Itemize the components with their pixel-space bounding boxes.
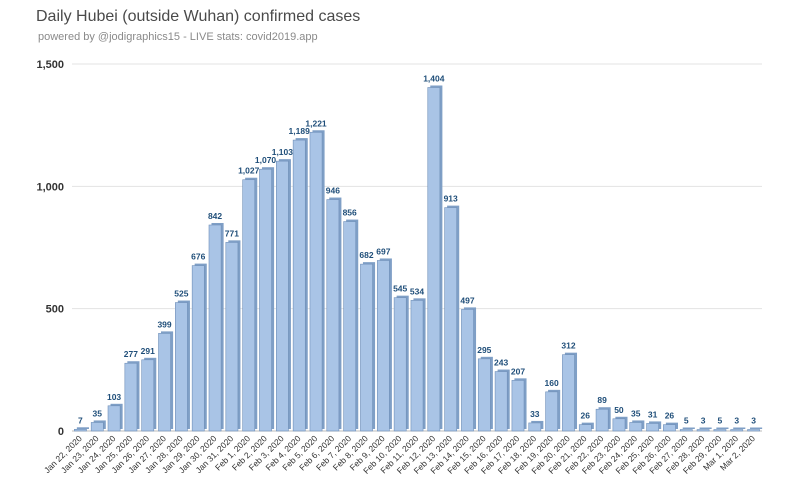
bar [461,309,474,432]
bar [696,429,710,432]
bar [107,405,121,432]
bar [545,391,558,432]
data-label: 3 [701,416,706,426]
data-label: 842 [208,211,222,221]
data-label: 50 [614,405,624,415]
bar [393,297,407,432]
data-label: 7 [78,415,83,425]
bar [747,429,760,432]
data-label: 26 [581,411,591,421]
data-label: 856 [343,208,357,218]
bar [663,424,676,432]
y-axis: 0 500 1,000 1,500 [36,59,64,438]
bar [191,265,205,432]
bar [679,429,693,432]
data-label: 35 [631,408,641,418]
chart-title: Daily Hubei (outside Wuhan) confirmed ca… [36,8,361,25]
bar [292,139,306,432]
y-tick-label: 500 [46,304,64,316]
y-tick-label: 1,500 [36,59,64,71]
data-label: 676 [191,252,205,262]
bar [208,224,222,432]
bar [646,423,659,432]
bar [511,380,525,432]
bar-shadow [76,427,89,429]
bar [276,160,289,432]
data-label: 35 [93,408,103,418]
data-label: 31 [648,409,658,419]
data-label: 534 [410,286,424,296]
bar [326,199,340,432]
data-label: 89 [597,395,607,405]
data-label: 1,404 [423,73,445,83]
data-label: 545 [393,284,407,294]
data-label: 682 [359,250,373,260]
data-label: 946 [326,186,340,196]
data-label: 291 [141,346,155,356]
chart-subtitle: powered by @jodigraphics15 - LIVE stats:… [38,31,318,43]
bar [225,242,239,432]
data-label: 525 [174,289,188,299]
data-label: 1,221 [305,118,327,128]
bar [578,424,592,432]
data-label: 3 [734,416,739,426]
bar [528,422,542,432]
bar [259,168,272,432]
data-label: 160 [545,378,559,388]
data-label: 913 [444,194,458,204]
bar [124,362,138,432]
bar [376,260,390,432]
data-label: 399 [157,319,171,329]
data-label: 771 [225,228,239,238]
data-label: 1,103 [272,147,294,157]
bar [595,408,609,432]
bar-shadow [750,427,763,429]
bar [242,179,256,432]
bar-shadow [699,427,712,429]
bar [444,207,458,432]
data-label: 103 [107,392,121,402]
bar-shadow [716,427,729,429]
data-label: 1,027 [238,166,260,176]
data-label: 497 [460,295,474,305]
data-label: 1,189 [289,126,311,136]
bar-shadow [733,427,746,429]
bar [74,428,87,432]
bar [494,371,508,432]
y-tick-label: 0 [58,426,64,438]
data-label: 295 [477,345,491,355]
data-label: 33 [530,409,540,419]
bars [74,85,763,432]
data-label: 5 [718,416,723,426]
bar [175,302,188,432]
bar [713,429,727,432]
data-label: 312 [561,341,575,351]
bar [629,422,643,432]
data-label: 243 [494,358,508,368]
bar [427,87,441,432]
bar [562,354,575,432]
data-label: 3 [751,416,756,426]
data-label: 207 [511,366,525,376]
data-label: 5 [684,416,689,426]
bar [477,358,491,432]
bar-shadow [682,427,695,429]
data-label: 277 [124,349,138,359]
y-tick-label: 1,000 [36,181,64,193]
bar [158,333,171,432]
bar [612,418,626,432]
data-label: 697 [376,246,390,256]
bar [343,221,357,432]
bar [730,429,744,432]
bar [90,422,104,432]
data-label: 26 [665,411,675,421]
bar [309,131,323,432]
data-label: 1,070 [255,155,277,165]
bar [410,300,424,432]
bar [360,263,373,432]
bar [141,359,155,432]
